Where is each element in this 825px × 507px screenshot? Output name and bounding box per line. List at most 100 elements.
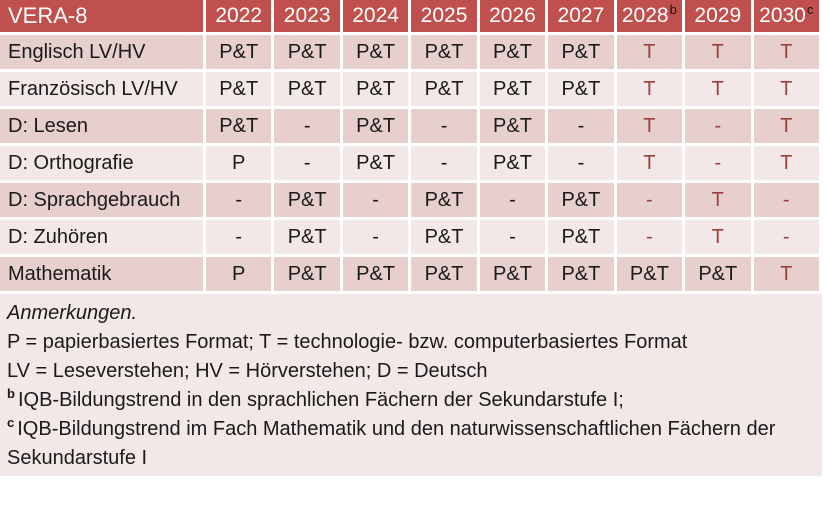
- format-cell: P&T: [548, 183, 617, 220]
- row-label: D: Sprachgebrauch: [0, 183, 206, 220]
- year-label: 2030: [759, 4, 806, 27]
- table-row: Französisch LV/HV P&T P&T P&T P&T P&T P&T T T T: [0, 72, 822, 109]
- footnote-b-marker: b: [7, 386, 15, 402]
- format-cell: P&T: [548, 257, 617, 294]
- footnote-c-marker: c: [7, 415, 15, 431]
- vera8-schedule-table: VERA-8 2022 2023 2024 2025 2026 2027 2028b 2029…: [0, 0, 822, 294]
- format-cell: T: [753, 146, 822, 183]
- format-cell: T: [685, 72, 754, 109]
- year-label: 2026: [489, 4, 536, 27]
- year-header-2022: 2022: [206, 0, 275, 35]
- format-cell: P&T: [479, 72, 549, 109]
- format-cell: P&T: [479, 257, 549, 294]
- format-cell: T: [616, 109, 686, 146]
- format-cell: P&T: [411, 35, 480, 72]
- format-cell: P&T: [206, 72, 275, 109]
- format-cell: P: [206, 146, 275, 183]
- year-label: 2023: [283, 4, 331, 27]
- format-cell: P&T: [479, 146, 549, 183]
- format-cell: P&T: [411, 220, 480, 257]
- table-row: Englisch LV/HV P&T P&T P&T P&T P&T P&T T T T: [0, 35, 822, 72]
- format-cell: P&T: [548, 220, 617, 257]
- format-cell: T: [616, 146, 686, 183]
- format-cell: T: [753, 72, 822, 109]
- format-cell: P&T: [274, 35, 343, 72]
- row-label: D: Zuhören: [0, 220, 206, 257]
- format-cell: -: [753, 220, 822, 257]
- format-cell: -: [206, 220, 275, 257]
- format-cell: -: [411, 146, 480, 183]
- format-cell: P&T: [342, 109, 412, 146]
- format-cell: T: [753, 109, 822, 146]
- year-label: 2024: [352, 4, 399, 27]
- format-cell: P&T: [206, 35, 275, 72]
- format-cell: P: [206, 257, 275, 294]
- format-cell: P&T: [411, 183, 480, 220]
- format-cell: P&T: [685, 257, 754, 294]
- format-cell: -: [479, 220, 549, 257]
- format-cell: P&T: [274, 220, 343, 257]
- footnote-b-text: IQB-Bildungstrend in den sprachlichen Fä…: [17, 389, 624, 411]
- format-cell: P&T: [342, 72, 412, 109]
- format-cell: P&T: [411, 72, 480, 109]
- table-header-row: VERA-8 2022 2023 2024 2025 2026 2027 2028b 2029…: [0, 0, 822, 35]
- format-cell: -: [685, 109, 754, 146]
- format-cell: -: [206, 183, 275, 220]
- year-header-2027: 2027: [548, 0, 617, 35]
- format-cell: T: [753, 35, 822, 72]
- format-cell: P&T: [411, 257, 480, 294]
- format-cell: P&T: [548, 35, 617, 72]
- format-cell: -: [479, 183, 549, 220]
- row-label: Englisch LV/HV: [0, 35, 206, 72]
- format-cell: -: [548, 146, 617, 183]
- format-cell: -: [274, 146, 343, 183]
- format-cell: T: [616, 35, 686, 72]
- table-title-cell: VERA-8: [0, 0, 206, 35]
- row-label: D: Lesen: [0, 109, 206, 146]
- table-row: D: Zuhören - P&T - P&T - P&T - T -: [0, 220, 822, 257]
- notes-section: Anmerkungen. P = papierbasiertes Format;…: [0, 294, 822, 476]
- format-cell: -: [274, 109, 343, 146]
- format-cell: -: [616, 220, 686, 257]
- year-label: 2025: [420, 4, 468, 27]
- note-abbreviation-legend: LV = Leseverstehen; HV = Hörverstehen; D…: [7, 360, 488, 382]
- year-label: 2027: [557, 4, 605, 27]
- format-cell: P&T: [274, 183, 343, 220]
- format-cell: P&T: [274, 72, 343, 109]
- format-cell: P&T: [548, 72, 617, 109]
- year-footnote-marker: b: [669, 2, 677, 17]
- format-cell: P&T: [616, 257, 686, 294]
- year-header-2028: 2028b: [616, 0, 686, 35]
- year-label: 2028: [621, 4, 669, 27]
- format-cell: P&T: [274, 257, 343, 294]
- year-label: 2029: [694, 4, 742, 27]
- year-header-2024: 2024: [342, 0, 412, 35]
- format-cell: -: [411, 109, 480, 146]
- table-row: D: Sprachgebrauch - P&T - P&T - P&T - T -: [0, 183, 822, 220]
- format-cell: -: [548, 109, 617, 146]
- format-cell: -: [342, 183, 412, 220]
- year-header-2030: 2030c: [753, 0, 822, 35]
- format-cell: T: [685, 183, 754, 220]
- note-format-legend: P = papierbasiertes Format; T = technolo…: [7, 331, 688, 353]
- format-cell: P&T: [479, 109, 549, 146]
- format-cell: P&T: [342, 257, 412, 294]
- format-cell: P&T: [206, 109, 275, 146]
- row-label: Mathematik: [0, 257, 206, 294]
- format-cell: T: [685, 35, 754, 72]
- table-row: D: Orthografie P - P&T - P&T - T - T: [0, 146, 822, 183]
- format-cell: P&T: [479, 35, 549, 72]
- year-header-2023: 2023: [274, 0, 343, 35]
- format-cell: -: [753, 183, 822, 220]
- year-label: 2022: [215, 4, 263, 27]
- format-cell: T: [753, 257, 822, 294]
- format-cell: P&T: [342, 146, 412, 183]
- format-cell: P&T: [342, 35, 412, 72]
- footnote-c: c IQB-Bildungstrend im Fach Mathematik un…: [7, 415, 814, 473]
- format-cell: -: [685, 146, 754, 183]
- footnote-b: b IQB-Bildungstrend in den sprachlichen F…: [7, 386, 814, 415]
- year-header-2029: 2029: [685, 0, 754, 35]
- format-cell: T: [685, 220, 754, 257]
- year-header-2025: 2025: [411, 0, 480, 35]
